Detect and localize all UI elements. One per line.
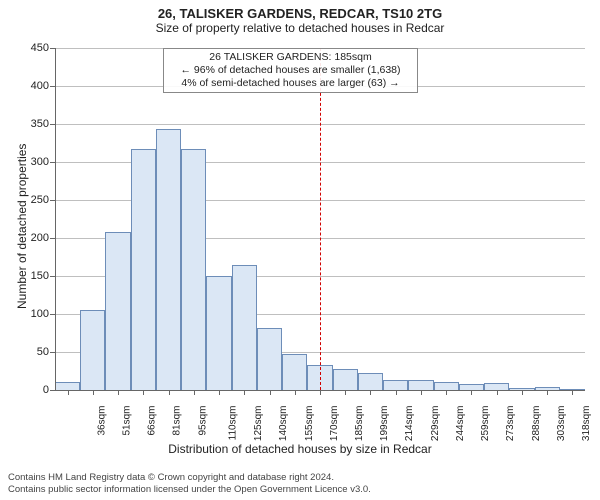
histogram-bar <box>55 382 80 390</box>
x-tick-label: 170sqm <box>329 406 340 442</box>
x-tick-label: 95sqm <box>197 406 208 436</box>
footer-line-2: Contains public sector information licen… <box>8 484 371 496</box>
y-tick-label: 50 <box>19 346 49 358</box>
x-tick-label: 273sqm <box>506 406 517 442</box>
x-tick-label: 155sqm <box>304 406 315 442</box>
x-tick-label: 81sqm <box>172 406 183 436</box>
annotation-line: 4% of semi-detached houses are larger (6… <box>168 77 413 90</box>
x-tick-label: 244sqm <box>455 406 466 442</box>
histogram-bar <box>333 369 358 390</box>
y-tick-label: 400 <box>19 80 49 92</box>
x-tick-label: 214sqm <box>405 406 416 442</box>
footer-attribution: Contains HM Land Registry data © Crown c… <box>8 472 371 496</box>
chart-title: 26, TALISKER GARDENS, REDCAR, TS10 2TG <box>0 6 600 21</box>
y-tick-label: 350 <box>19 118 49 130</box>
x-tick-label: 66sqm <box>147 406 158 436</box>
x-axis-line <box>55 390 585 391</box>
chart-subtitle: Size of property relative to detached ho… <box>0 21 600 35</box>
histogram-bar <box>181 149 206 390</box>
annotation-line: ← 96% of detached houses are smaller (1,… <box>168 64 413 77</box>
histogram-bar <box>156 129 181 390</box>
reference-marker-line <box>320 48 321 390</box>
x-axis-label: Distribution of detached houses by size … <box>0 442 600 456</box>
x-tick-label: 303sqm <box>556 406 567 442</box>
histogram-chart: 26, TALISKER GARDENS, REDCAR, TS10 2TG S… <box>0 0 600 500</box>
x-tick-label: 140sqm <box>278 406 289 442</box>
histogram-bar <box>484 383 509 390</box>
x-tick-label: 288sqm <box>531 406 542 442</box>
histogram-bar <box>282 354 307 390</box>
x-tick-label: 229sqm <box>430 406 441 442</box>
histogram-bar <box>383 380 408 390</box>
annotation-box: 26 TALISKER GARDENS: 185sqm← 96% of deta… <box>163 48 418 93</box>
histogram-bar <box>408 380 433 390</box>
histogram-bar <box>358 373 383 390</box>
footer-line-1: Contains HM Land Registry data © Crown c… <box>8 472 371 484</box>
x-tick-label: 125sqm <box>253 406 264 442</box>
x-tick-label: 259sqm <box>480 406 491 442</box>
y-tick-label: 450 <box>19 42 49 54</box>
histogram-bar <box>105 232 130 390</box>
plot-area: 05010015020025030035040045036sqm51sqm66s… <box>55 48 585 390</box>
histogram-bar <box>257 328 282 390</box>
annotation-line: 26 TALISKER GARDENS: 185sqm <box>168 51 413 64</box>
histogram-bar <box>80 310 105 390</box>
histogram-bar <box>434 382 459 390</box>
y-axis-label: Number of detached properties <box>15 144 29 309</box>
y-tick-label: 100 <box>19 308 49 320</box>
x-tick-label: 199sqm <box>379 406 390 442</box>
histogram-bar <box>131 149 156 390</box>
x-tick-label: 110sqm <box>227 406 238 441</box>
x-tick-label: 51sqm <box>121 406 132 436</box>
headers: 26, TALISKER GARDENS, REDCAR, TS10 2TG S… <box>0 6 600 35</box>
y-axis-line <box>55 48 56 390</box>
histogram-bar <box>206 276 231 390</box>
x-tick-label: 185sqm <box>354 406 365 442</box>
histogram-bar <box>232 265 257 390</box>
x-tick-label: 318sqm <box>581 406 592 442</box>
y-tick-label: 0 <box>19 384 49 396</box>
x-tick-label: 36sqm <box>96 406 107 436</box>
